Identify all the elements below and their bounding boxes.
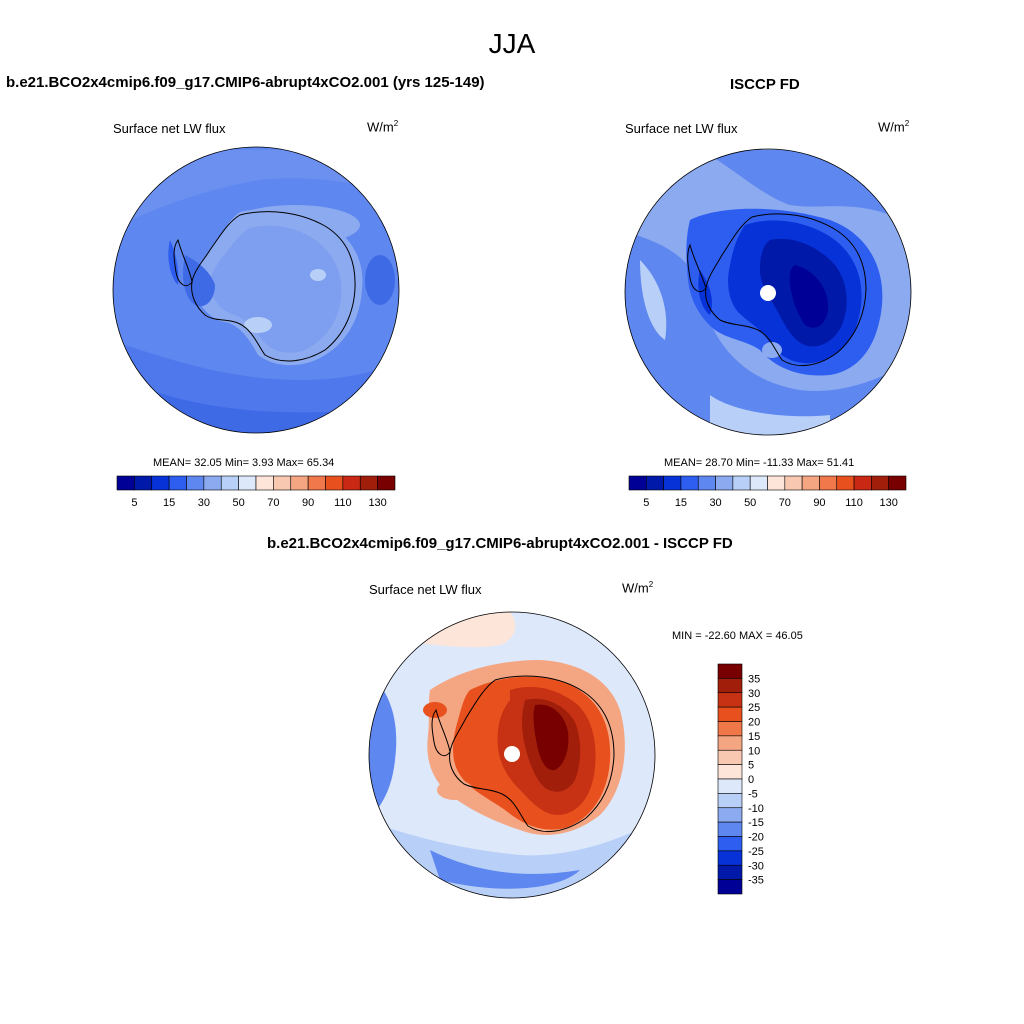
- colorbar-tick-label: 90: [813, 497, 825, 509]
- map-difference: [368, 611, 656, 899]
- figure-title: JJA: [488, 28, 536, 59]
- colorbar-tick-label: 90: [302, 497, 314, 509]
- colorbar-swatch: [717, 749, 743, 765]
- panel-model-variable: Surface net LW flux: [113, 121, 226, 136]
- colorbar-swatch: [717, 778, 743, 794]
- colorbar-swatch: [717, 879, 743, 895]
- colorbar-swatch: [767, 475, 786, 491]
- colorbar-swatch: [717, 793, 743, 809]
- colorbar-tick-label: 130: [368, 497, 386, 509]
- colorbar-tick-label: 110: [845, 497, 863, 509]
- colorbar-swatch: [663, 475, 682, 491]
- panel-diff-units: W/m2: [622, 580, 654, 596]
- map-model: [112, 146, 400, 434]
- colorbar-observations: 5 15 30 50 70 90 110 130: [628, 475, 907, 509]
- colorbar-swatch: [697, 475, 716, 491]
- colorbar-swatch: [717, 821, 743, 837]
- colorbar-swatch: [717, 692, 743, 708]
- panel-model-title: b.e21.BCO2x4cmip6.f09_g17.CMIP6-abrupt4x…: [6, 74, 485, 91]
- colorbar-swatch: [801, 475, 820, 491]
- colorbar-swatch: [717, 807, 743, 823]
- colorbar-swatch: [168, 475, 187, 491]
- colorbar-swatch: [717, 721, 743, 737]
- panel-model-units: W/m2: [367, 119, 399, 135]
- colorbar-swatch: [715, 475, 734, 491]
- panel-obs-title: ISCCP FD: [730, 76, 800, 93]
- panel-diff-title: b.e21.BCO2x4cmip6.f09_g17.CMIP6-abrupt4x…: [267, 535, 733, 552]
- colorbar-tick-label: 35: [748, 673, 760, 685]
- colorbar-swatch: [377, 475, 396, 491]
- colorbar-swatch: [717, 850, 743, 866]
- colorbar-tick-label: -5: [748, 788, 758, 800]
- colorbar-swatch: [273, 475, 292, 491]
- colorbar-swatch: [836, 475, 855, 491]
- colorbar-swatch: [888, 475, 907, 491]
- colorbar-swatch: [819, 475, 838, 491]
- panel-diff-stats: MIN = -22.60 MAX = 46.05: [672, 630, 803, 642]
- colorbar-tick-label: 0: [748, 774, 754, 786]
- colorbar-tick-label: -35: [748, 875, 764, 887]
- colorbar-swatch: [717, 836, 743, 852]
- panel-diff-variable: Surface net LW flux: [369, 582, 482, 597]
- colorbar-tick-label: 20: [748, 717, 760, 729]
- colorbar-swatch: [749, 475, 768, 491]
- colorbar-tick-label: 5: [131, 497, 137, 509]
- colorbar-swatch: [717, 706, 743, 722]
- colorbar-swatch: [784, 475, 803, 491]
- colorbar-tick-label: -20: [748, 832, 764, 844]
- panel-obs-variable: Surface net LW flux: [625, 121, 738, 136]
- colorbar-tick-label: 110: [334, 497, 352, 509]
- colorbar-tick-label: 30: [198, 497, 210, 509]
- colorbar-swatch: [628, 475, 647, 491]
- colorbar-swatch: [325, 475, 344, 491]
- colorbar-swatch: [238, 475, 257, 491]
- colorbar-swatch: [186, 475, 205, 491]
- colorbar-tick-label: 70: [779, 497, 791, 509]
- colorbar-swatch: [203, 475, 222, 491]
- colorbar-swatch: [717, 678, 743, 694]
- colorbar-tick-label: 130: [880, 497, 898, 509]
- colorbar-tick-label: 10: [748, 745, 760, 757]
- colorbar-swatch: [151, 475, 170, 491]
- colorbar-tick-label: 30: [748, 688, 760, 700]
- colorbar-difference: 35 30 25 20 15 10 5 0 -5 -10 -15 -20 -25 -30 -35: [717, 663, 764, 895]
- colorbar-swatch: [134, 475, 153, 491]
- colorbar-tick-label: 5: [748, 760, 754, 772]
- colorbar-swatch: [871, 475, 889, 491]
- colorbar-swatch: [290, 475, 309, 491]
- panel-model-stats: MEAN= 32.05 Min= 3.93 Max= 65.34: [153, 457, 335, 469]
- colorbar-tick-label: 25: [748, 702, 760, 714]
- colorbar-swatch: [717, 663, 743, 679]
- colorbar-swatch: [116, 475, 135, 491]
- colorbar-tick-label: 15: [748, 731, 760, 743]
- colorbar-swatch: [732, 475, 751, 491]
- colorbar-swatch: [220, 475, 239, 491]
- colorbar-tick-label: 70: [267, 497, 279, 509]
- colorbar-tick-label: 5: [643, 497, 649, 509]
- colorbar-swatch: [359, 475, 378, 491]
- colorbar-swatch: [255, 475, 274, 491]
- colorbar-tick-label: 50: [233, 497, 245, 509]
- panel-obs-units: W/m2: [878, 119, 910, 135]
- map-observations: [624, 148, 912, 436]
- colorbar-swatch: [680, 475, 699, 491]
- colorbar-swatch: [307, 475, 326, 491]
- colorbar-tick-label: 30: [709, 497, 721, 509]
- colorbar-tick-label: -10: [748, 803, 764, 815]
- colorbar-tick-label: -25: [748, 846, 764, 858]
- colorbar-swatch: [717, 864, 743, 880]
- colorbar-swatch: [717, 735, 743, 751]
- colorbar-model: 5 15 30 50 70 90 110 130: [116, 475, 396, 509]
- colorbar-tick-label: 50: [744, 497, 756, 509]
- colorbar-swatch: [717, 764, 743, 780]
- colorbar-swatch: [646, 475, 664, 491]
- colorbar-swatch: [853, 475, 872, 491]
- colorbar-tick-label: -15: [748, 817, 764, 829]
- panel-obs-stats: MEAN= 28.70 Min= -11.33 Max= 51.41: [664, 457, 855, 469]
- colorbar-swatch: [342, 475, 361, 491]
- colorbar-tick-label: 15: [163, 497, 175, 509]
- colorbar-tick-label: 15: [675, 497, 687, 509]
- colorbar-tick-label: -30: [748, 860, 764, 872]
